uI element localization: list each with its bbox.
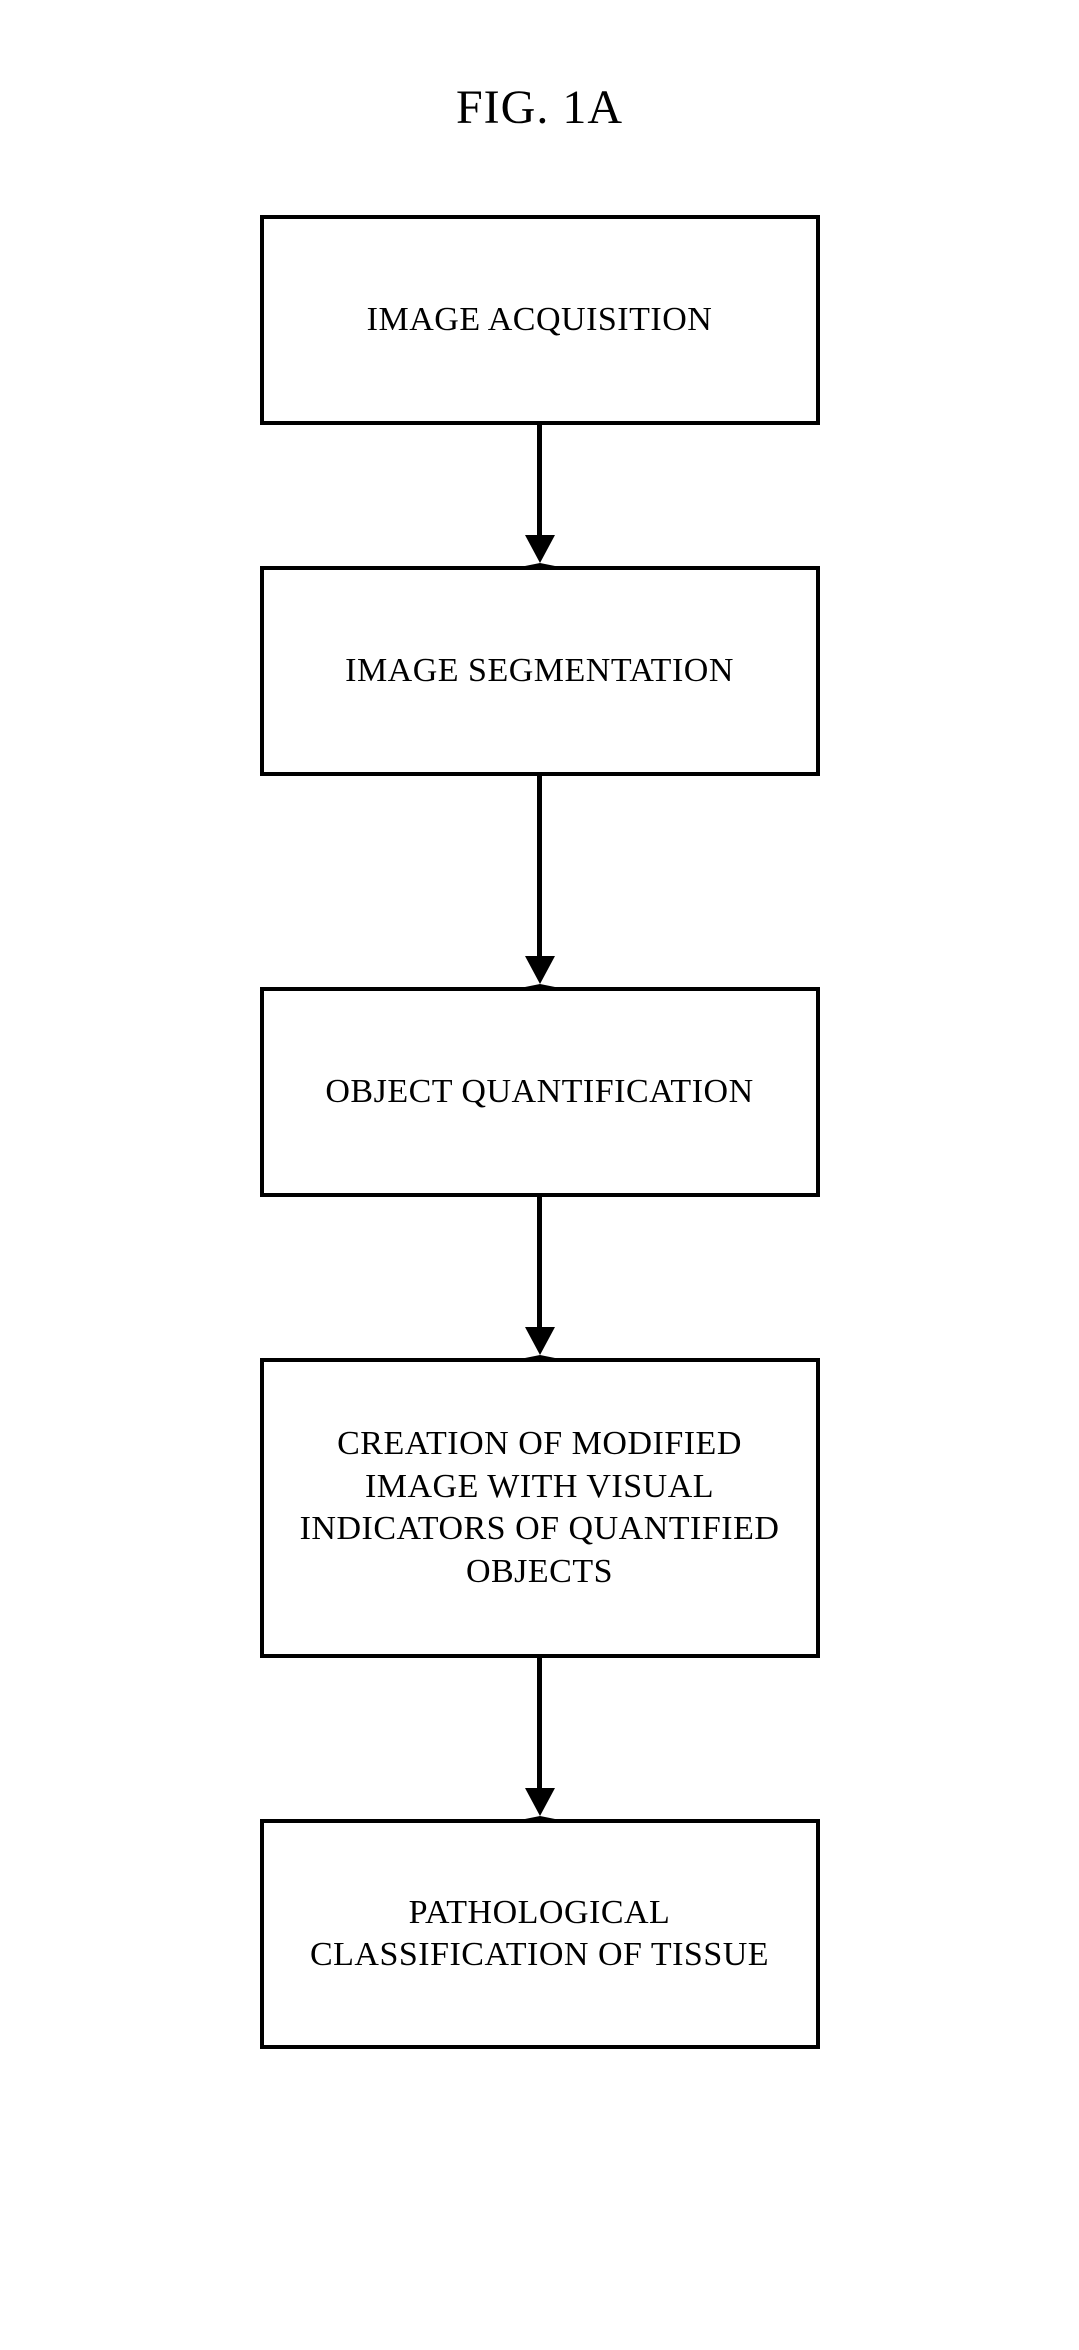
arrow-2 bbox=[525, 776, 555, 987]
box-label: OBJECT QUANTIFICATION bbox=[325, 1071, 753, 1114]
arrow-1 bbox=[525, 425, 555, 566]
box-pathological-classification: PATHOLOGICAL CLASSIFICATION OF TISSUE bbox=[260, 1819, 820, 2049]
box-label: PATHOLOGICAL CLASSIFICATION OF TISSUE bbox=[294, 1892, 786, 1977]
arrow-3 bbox=[525, 1197, 555, 1358]
arrow-4 bbox=[525, 1658, 555, 1819]
box-label: IMAGE SEGMENTATION bbox=[345, 650, 734, 693]
arrow-head-icon bbox=[525, 956, 555, 987]
box-image-acquisition: IMAGE ACQUISITION bbox=[260, 215, 820, 425]
box-object-quantification: OBJECT QUANTIFICATION bbox=[260, 987, 820, 1197]
figure-container: FIG. 1A IMAGE ACQUISITION IMAGE SEGMENTA… bbox=[0, 80, 1079, 2049]
arrow-shaft bbox=[537, 1658, 542, 1788]
box-label: IMAGE ACQUISITION bbox=[367, 299, 713, 342]
box-label: CREATION OF MODIFIED IMAGE WITH VISUAL I… bbox=[294, 1423, 786, 1593]
box-creation-modified-image: CREATION OF MODIFIED IMAGE WITH VISUAL I… bbox=[260, 1358, 820, 1658]
arrow-shaft bbox=[537, 425, 542, 535]
flowchart: IMAGE ACQUISITION IMAGE SEGMENTATION OBJ… bbox=[260, 215, 820, 2049]
arrow-head-icon bbox=[525, 1327, 555, 1358]
arrow-head-icon bbox=[525, 1788, 555, 1819]
arrow-shaft bbox=[537, 1197, 542, 1327]
figure-title: FIG. 1A bbox=[456, 80, 623, 135]
arrow-shaft bbox=[537, 776, 542, 956]
box-image-segmentation: IMAGE SEGMENTATION bbox=[260, 566, 820, 776]
arrow-head-icon bbox=[525, 535, 555, 566]
